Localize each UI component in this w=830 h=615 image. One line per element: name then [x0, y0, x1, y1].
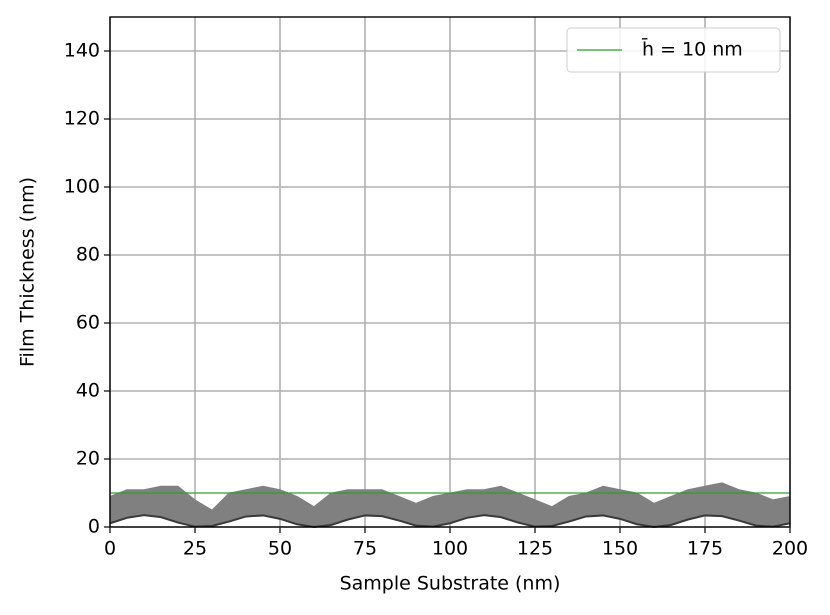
x-tick-label: 50: [268, 538, 292, 560]
plot-frame: [109, 16, 791, 528]
y-tick-label: 120: [64, 108, 100, 130]
x-tick-label: 175: [687, 538, 723, 560]
x-tick-label: 100: [432, 538, 468, 560]
legend-label: h̄ = 10 nm: [641, 36, 742, 60]
y-axis-label: Film Thickness (nm): [17, 177, 39, 367]
x-tick-label: 125: [517, 538, 553, 560]
y-tick-label: 40: [76, 380, 100, 402]
substrate-line: [109, 514, 791, 529]
y-tick-label: 0: [88, 516, 100, 538]
y-tick-label: 80: [76, 244, 100, 266]
y-tick-label: 20: [76, 448, 100, 470]
legend-box: [566, 27, 781, 73]
x-tick-label: 25: [183, 538, 207, 560]
x-tick-label: 75: [353, 538, 377, 560]
y-tick-label: 60: [76, 312, 100, 334]
x-tick-label: 0: [104, 538, 116, 560]
x-tick-label: 150: [602, 538, 638, 560]
y-tick-label: 100: [64, 176, 100, 198]
x-axis-label: Sample Substrate (nm): [340, 573, 561, 595]
x-tick-label: 200: [772, 538, 808, 560]
y-tick-label: 140: [64, 40, 100, 62]
